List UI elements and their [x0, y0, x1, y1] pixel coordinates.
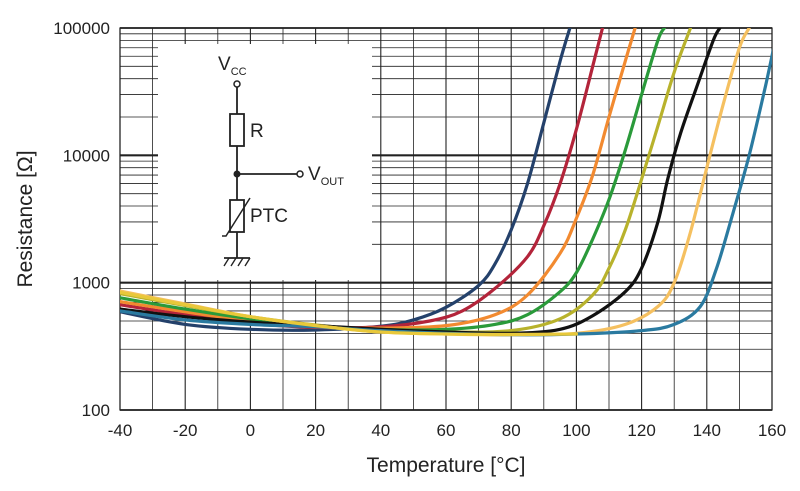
y-tick-label: 100 — [82, 401, 110, 420]
circuit-inset: VCC R VOUT PTC — [158, 44, 372, 280]
x-tick-label: 120 — [627, 421, 655, 440]
y-tick-label: 100000 — [53, 19, 110, 38]
y-tick-label: 1000 — [72, 274, 110, 293]
series-line-1 — [120, 28, 572, 332]
plot-frame — [119, 27, 773, 411]
vout-label: VOUT — [308, 164, 344, 188]
x-axis-title: Temperature [°C] — [367, 454, 526, 477]
ground-hatch-1 — [223, 257, 230, 267]
inset-background — [158, 44, 372, 280]
series-line-6 — [120, 28, 722, 336]
vcc-label: VCC — [218, 54, 247, 78]
ground-hatch-3 — [237, 257, 244, 267]
ptc-slash — [222, 197, 251, 237]
x-tick-label: 40 — [371, 421, 390, 440]
x-tick-label: 100 — [562, 421, 590, 440]
axis-labels: -40 -20 0 20 40 60 80 100 120 140 160 100 1000 10000 1… — [14, 19, 786, 477]
y-tick-label: 10000 — [63, 146, 110, 165]
resistor-label: R — [250, 121, 264, 142]
x-tick-label: 160 — [758, 421, 786, 440]
ground-hatch-4 — [244, 257, 251, 267]
vcc-terminal — [233, 80, 241, 88]
series-line-8 — [120, 48, 772, 337]
x-tick-label: 20 — [306, 421, 325, 440]
x-tick-label: 0 — [246, 421, 255, 440]
x-tick-label: -20 — [173, 421, 198, 440]
x-tick-label: 140 — [693, 421, 721, 440]
x-tick-label: -40 — [108, 421, 133, 440]
x-tick-label: 60 — [437, 421, 456, 440]
x-tick-label: 80 — [502, 421, 521, 440]
resistor-r — [229, 113, 245, 147]
vout-terminal — [296, 170, 304, 178]
series-group — [120, 28, 772, 337]
series-line-9 — [120, 290, 578, 337]
ptc-label: PTC — [250, 206, 288, 227]
ground-hatch-2 — [230, 257, 237, 267]
y-axis-title: Resistance [Ω] — [14, 150, 37, 287]
